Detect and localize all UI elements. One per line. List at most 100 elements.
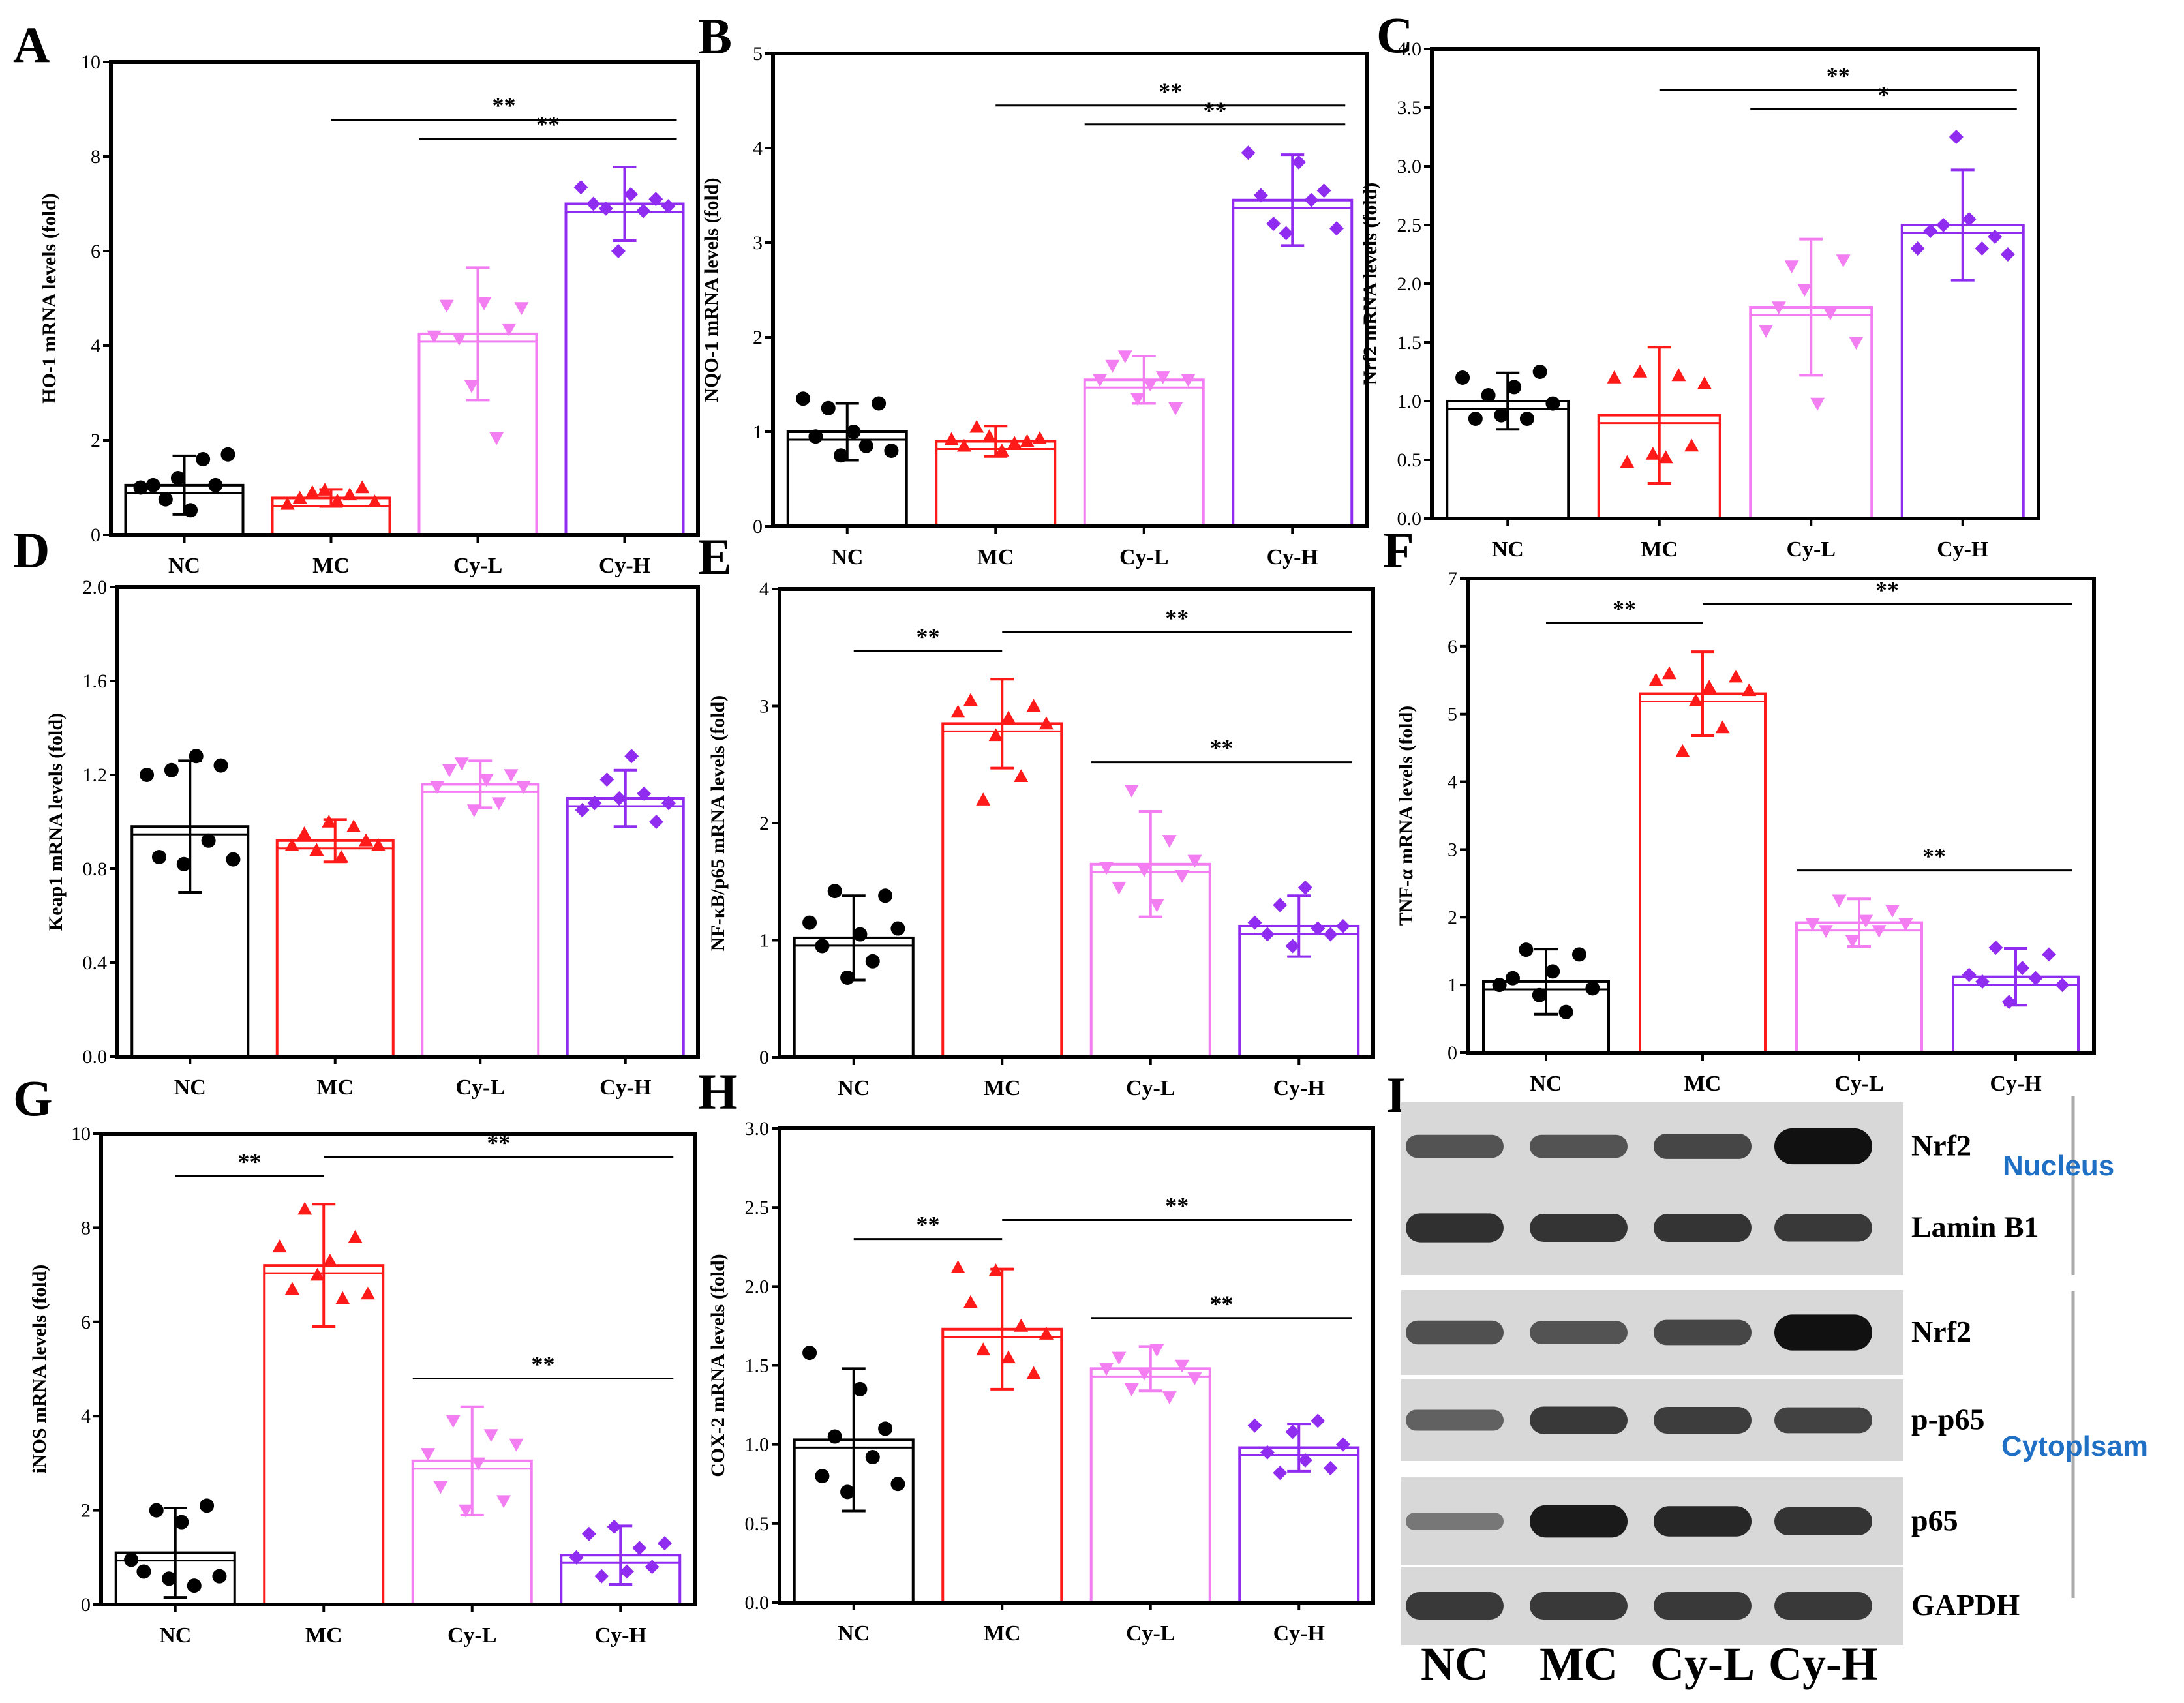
data-point (136, 1564, 151, 1579)
bar-cy-h (566, 797, 685, 1058)
data-point (1585, 981, 1600, 996)
data-point (950, 704, 965, 718)
data-point (489, 432, 504, 445)
y-tick-label: 3 (759, 696, 769, 717)
data-point (1323, 1461, 1338, 1476)
data-point (330, 493, 345, 507)
blot-row-label: p65 (1911, 1504, 1958, 1537)
data-point (827, 1429, 842, 1444)
data-point (1260, 927, 1275, 942)
data-point (598, 201, 613, 216)
data-point (1684, 438, 1699, 452)
data-point (1949, 130, 1964, 144)
x-category-label: Cy-H (1273, 1621, 1325, 1646)
region-label-nucleus: Nucleus (2003, 1150, 2114, 1182)
panel-letter: A (13, 16, 50, 73)
blot-row-label: Lamin B1 (1911, 1211, 2039, 1244)
y-tick-label: 4 (753, 138, 763, 159)
sig-label: ** (493, 92, 516, 118)
blot-band (1530, 1321, 1628, 1344)
data-point (1671, 368, 1686, 382)
data-point (1026, 699, 1041, 712)
sig-label: ** (1922, 843, 1946, 869)
data-point (1311, 1413, 1326, 1428)
y-tick-label: 3.0 (1397, 156, 1422, 177)
sig-label: ** (1165, 1193, 1189, 1219)
data-point (815, 1469, 830, 1484)
data-point (1532, 365, 1547, 379)
data-point (1155, 371, 1170, 384)
x-category-label: MC (1684, 1072, 1721, 1096)
y-tick-label: 5 (753, 43, 763, 65)
data-point (1099, 862, 1114, 875)
data-point (360, 1286, 375, 1300)
data-point (1323, 927, 1338, 942)
data-point (1910, 241, 1925, 256)
data-point (317, 483, 332, 496)
data-point (1093, 374, 1108, 387)
y-tick-label: 2.5 (1397, 215, 1422, 236)
blot-row-label: Nrf2 (1911, 1315, 1971, 1348)
data-point (1607, 370, 1622, 384)
x-category-label: Cy-H (599, 554, 650, 578)
y-tick-label: 1.5 (1397, 332, 1422, 354)
blot-band (1774, 1507, 1872, 1536)
panel-letter: H (698, 1063, 738, 1120)
data-point (1020, 434, 1035, 447)
blot-band (1406, 1592, 1504, 1620)
blot-band (1774, 1128, 1872, 1165)
blot-band (1774, 1314, 1872, 1351)
data-point (1014, 769, 1029, 782)
sig-label: ** (1159, 78, 1182, 104)
data-point (840, 970, 855, 985)
data-point (1988, 230, 2003, 244)
data-point (479, 774, 494, 787)
data-point (963, 1295, 978, 1308)
data-point (1273, 1466, 1288, 1481)
x-category-label: NC (168, 554, 200, 578)
data-point (514, 302, 529, 315)
sig-label: ** (917, 624, 940, 650)
blot-band (1774, 1407, 1872, 1434)
data-point (1468, 412, 1483, 426)
y-tick-label: 5 (1448, 704, 1457, 725)
y-axis-label: Nrf2 mRNA levels (fold) (1359, 183, 1381, 385)
data-point (310, 1267, 325, 1281)
data-point (575, 803, 590, 817)
sig-label: ** (917, 1212, 940, 1238)
data-point (1805, 918, 1820, 931)
data-point (1304, 192, 1319, 207)
chart-panel-h: H 0.0 0.5 1.0 1.5 2.0 2.5 3.0 NC MC Cy-L Cy-H COX-2 … (698, 1063, 1375, 1646)
panel-letter: F (1383, 522, 1414, 579)
data-point (1112, 1351, 1127, 1365)
data-point (1771, 301, 1786, 314)
blot-row-label: Nrf2 (1911, 1129, 1971, 1162)
data-point (607, 1519, 622, 1534)
data-point (346, 819, 361, 832)
plot-frame (115, 585, 700, 1059)
data-point (174, 1515, 189, 1530)
y-tick-label: 4.0 (1397, 38, 1422, 60)
sig-label: ** (1204, 97, 1227, 123)
y-tick-label: 3.5 (1397, 97, 1422, 119)
data-point (292, 490, 307, 504)
blot-band (1406, 1320, 1504, 1345)
data-point (212, 1569, 227, 1584)
data-point (359, 833, 374, 847)
data-point (2015, 961, 2030, 976)
y-tick-label: 0.5 (1397, 449, 1422, 471)
y-tick-label: 2 (91, 430, 100, 451)
panel-letter: G (13, 1070, 53, 1126)
data-point (151, 850, 166, 864)
x-category-label: Cy-H (599, 1076, 651, 1100)
data-point (637, 786, 652, 801)
y-tick-label: 2 (81, 1500, 91, 1522)
data-point (1455, 370, 1470, 385)
data-point (988, 1263, 1003, 1276)
data-point (1545, 396, 1560, 411)
bar-cy-h (1232, 198, 1354, 528)
y-tick-label: 0.4 (83, 952, 108, 974)
data-point (1168, 402, 1183, 415)
data-point (846, 425, 861, 439)
data-point (1519, 412, 1534, 426)
